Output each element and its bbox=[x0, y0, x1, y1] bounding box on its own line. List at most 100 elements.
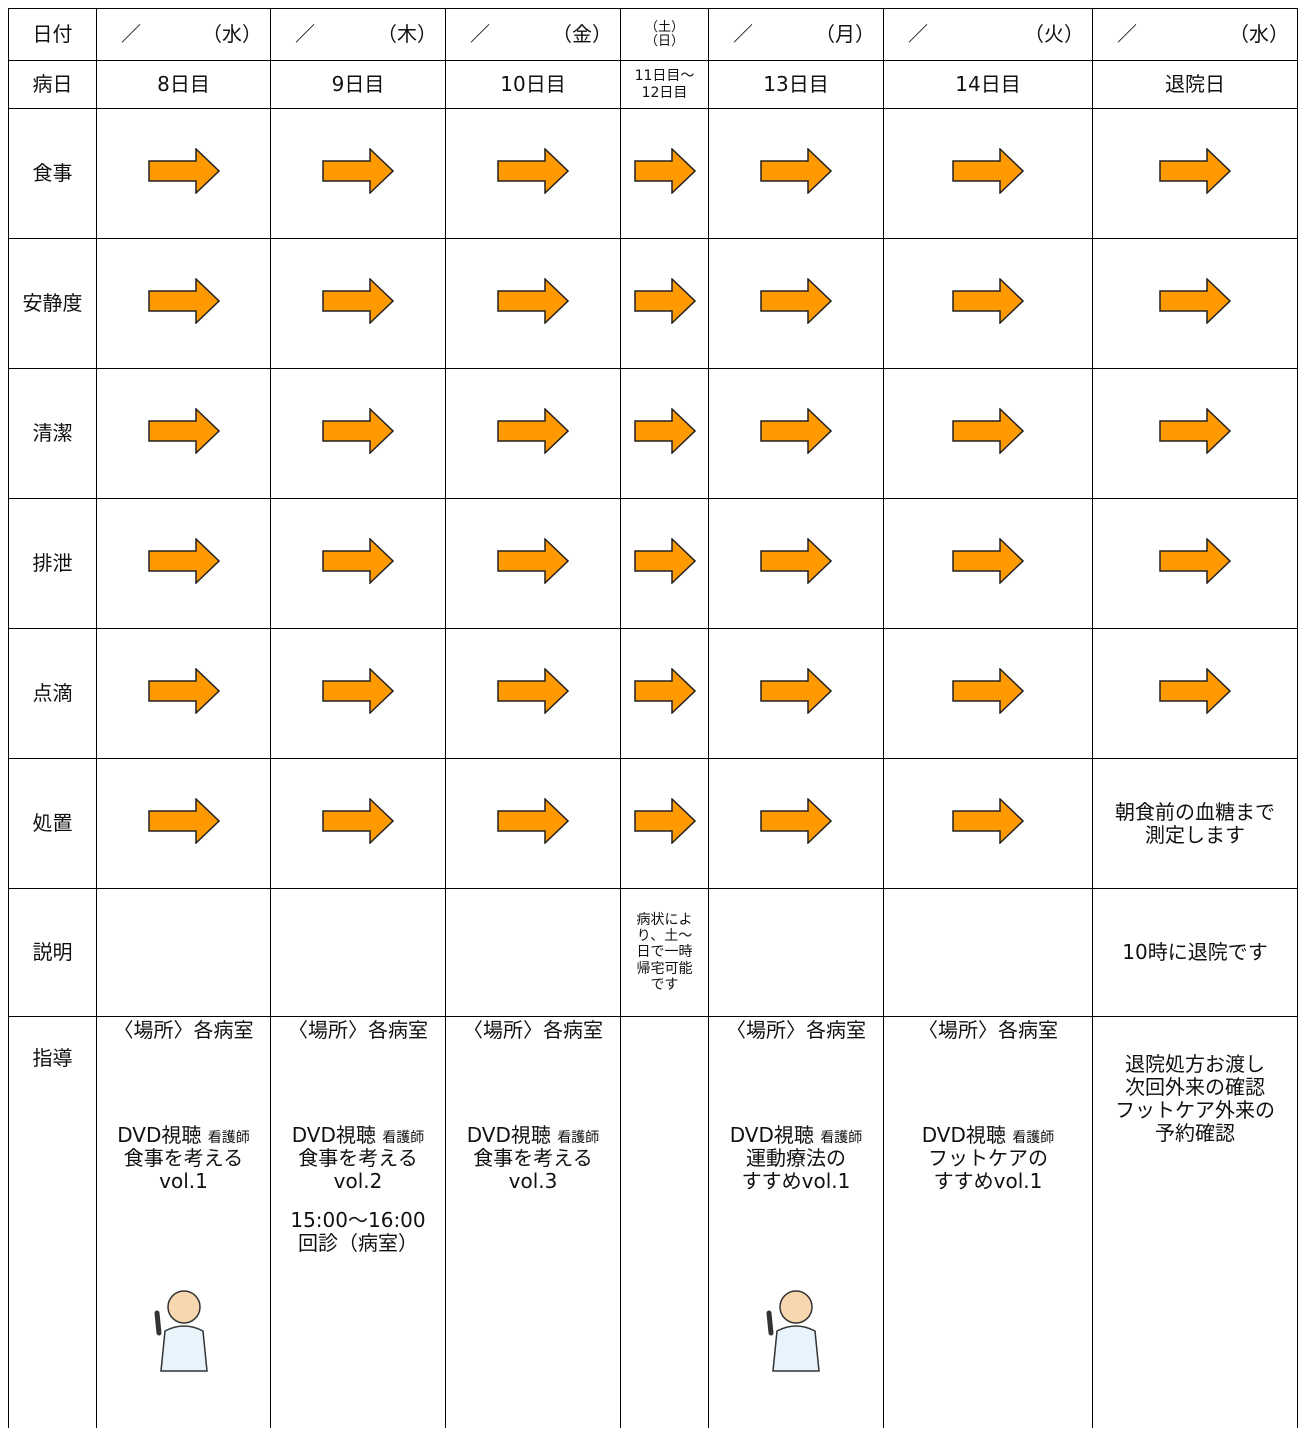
item-cell bbox=[708, 108, 884, 239]
item-cell bbox=[96, 368, 271, 499]
topic: 運動療法の すすめvol.1 bbox=[741, 1146, 851, 1193]
arrow-shape bbox=[760, 797, 833, 845]
arrow-shape bbox=[497, 147, 570, 195]
item-cell bbox=[445, 108, 621, 239]
arrow-shape bbox=[497, 407, 570, 455]
item-cell bbox=[445, 498, 621, 629]
row-label: 食事 bbox=[8, 108, 97, 239]
arrow-shape bbox=[147, 537, 220, 585]
arrow-shape bbox=[147, 277, 220, 325]
date-slash: ／ bbox=[733, 22, 753, 46]
arrow bbox=[147, 797, 220, 845]
dvd-line: DVD視聴 看護師 bbox=[271, 1124, 445, 1147]
arrow bbox=[322, 147, 395, 195]
arrow bbox=[1159, 407, 1232, 455]
item-cell bbox=[270, 108, 446, 239]
item-cell bbox=[96, 758, 271, 889]
item-cell bbox=[1092, 238, 1298, 369]
arrow-shape bbox=[322, 147, 395, 195]
item-cell bbox=[445, 758, 621, 889]
row-label: 排泄 bbox=[8, 498, 97, 629]
item-cell bbox=[1092, 498, 1298, 629]
arrow bbox=[633, 407, 696, 455]
arrow bbox=[1159, 277, 1232, 325]
item-cell bbox=[445, 628, 621, 759]
item-cell bbox=[1092, 108, 1298, 239]
weekday: （木） bbox=[377, 22, 437, 46]
day-row: 病日 8日目 9日目 10日目 11日目～ 12日目 13日目 14日目 退院日 bbox=[8, 60, 1298, 109]
arrow-shape bbox=[952, 407, 1025, 455]
row-label: 安静度 bbox=[8, 238, 97, 369]
item-cell bbox=[270, 888, 446, 1017]
extra: 15:00～16:00 回診（病室） bbox=[290, 1208, 426, 1255]
guidance-cell: 〈場所〉各病室 DVD視聴 看護師 食事を考える vol.3 bbox=[445, 1016, 621, 1428]
row-label: 処置 bbox=[8, 758, 97, 889]
guidance-cell: 退院処方お渡し 次回外来の確認 フットケア外来の 予約確認 bbox=[1092, 1016, 1298, 1428]
arrow bbox=[497, 537, 570, 585]
item-cell bbox=[445, 888, 621, 1017]
arrow-shape bbox=[497, 667, 570, 715]
arrow bbox=[633, 537, 696, 585]
row-label: 指導 bbox=[8, 1016, 97, 1428]
item-cell bbox=[883, 758, 1093, 889]
arrow bbox=[147, 277, 220, 325]
arrow-shape bbox=[497, 797, 570, 845]
row-label: 日付 bbox=[8, 8, 97, 61]
arrow bbox=[633, 147, 696, 195]
place: 〈場所〉各病室 bbox=[463, 1018, 603, 1042]
topic: 食事を考える vol.2 bbox=[298, 1146, 418, 1193]
weekend-day: （日） bbox=[644, 33, 684, 49]
dvd: DVD視聴 bbox=[921, 1123, 1006, 1147]
arrow-shape bbox=[147, 667, 220, 715]
guidance-cell bbox=[620, 1016, 709, 1428]
item-cell bbox=[1092, 628, 1298, 759]
arrow bbox=[147, 147, 220, 195]
date-cell: ／ （金） bbox=[445, 8, 621, 61]
dvd: DVD視聴 bbox=[466, 1123, 551, 1147]
presenter: 看護師 bbox=[382, 1130, 425, 1146]
weekday: （水） bbox=[202, 22, 262, 46]
item-cell bbox=[883, 888, 1093, 1017]
arrow bbox=[322, 277, 395, 325]
arrow bbox=[952, 667, 1025, 715]
presenter: 看護師 bbox=[557, 1130, 600, 1146]
item-cell bbox=[445, 238, 621, 369]
row-label: 病日 bbox=[8, 60, 97, 109]
arrow bbox=[322, 797, 395, 845]
item-cell bbox=[620, 628, 709, 759]
item-cell bbox=[270, 498, 446, 629]
dvd-line: DVD視聴 看護師 bbox=[446, 1124, 620, 1147]
arrow-shape bbox=[952, 277, 1025, 325]
item-cell: 10時に退院です bbox=[1092, 888, 1298, 1017]
date-slash: ／ bbox=[908, 22, 928, 46]
presenter: 看護師 bbox=[207, 1130, 250, 1146]
illustration bbox=[766, 1290, 820, 1372]
item-cell bbox=[445, 368, 621, 499]
day-cell: 9日目 bbox=[270, 60, 446, 109]
arrow bbox=[497, 147, 570, 195]
item-cell bbox=[96, 628, 271, 759]
arrow bbox=[952, 147, 1025, 195]
arrow bbox=[760, 797, 833, 845]
day-cell: 14日目 bbox=[883, 60, 1093, 109]
date-wrap: ／ （火） bbox=[884, 23, 1092, 46]
item-cell bbox=[708, 498, 884, 629]
guidance-row: 指導 〈場所〉各病室 DVD視聴 看護師 食事を考える vol.1 〈場所〉各病室 DVD… bbox=[8, 1016, 1298, 1428]
date-wrap: ／ （木） bbox=[271, 23, 445, 46]
item-cell bbox=[620, 498, 709, 629]
row-label: 清潔 bbox=[8, 368, 97, 499]
arrow-shape bbox=[633, 797, 696, 845]
date-cell: ／ （水） bbox=[1092, 8, 1298, 61]
item-cell bbox=[620, 238, 709, 369]
dvd-line: DVD視聴 看護師 bbox=[97, 1124, 270, 1147]
item-row: 食事 bbox=[8, 108, 1298, 239]
date-slash: ／ bbox=[295, 22, 315, 46]
arrow bbox=[952, 537, 1025, 585]
arrow bbox=[760, 667, 833, 715]
table-body: 日付 ／ （水） ／ （木） ／ （金） （土） （日） ／ （月） ／ （火） ／ （水） 病日 8日目 9日目… bbox=[8, 8, 1298, 1428]
arrow bbox=[952, 277, 1025, 325]
weekend-day: （土） bbox=[644, 19, 684, 35]
place: 〈場所〉各病室 bbox=[113, 1018, 254, 1042]
arrow-shape bbox=[952, 797, 1025, 845]
date-cell: ／ （木） bbox=[270, 8, 446, 61]
